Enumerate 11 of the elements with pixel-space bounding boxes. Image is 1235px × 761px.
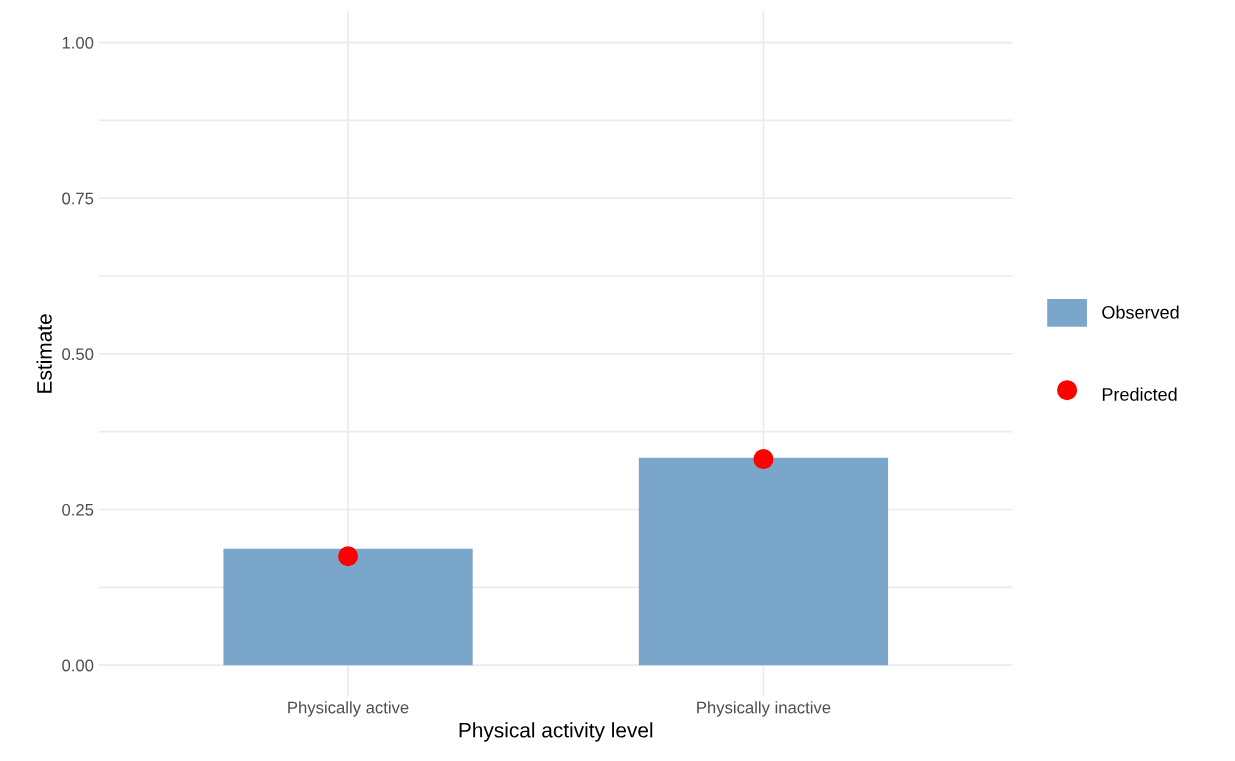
y-tick-label: 1.00 xyxy=(62,36,94,49)
legend-label: Predicted xyxy=(1102,387,1177,401)
x-tick-label: Physically active xyxy=(288,701,409,717)
y-tick-label: 0.00 xyxy=(62,659,94,672)
x-axis-title: Physical activity level xyxy=(459,722,653,742)
y-axis-title: Estimate xyxy=(36,314,52,393)
x-tick-label: Physically inactive xyxy=(697,701,831,717)
y-tick-label: 0.25 xyxy=(62,503,94,516)
y-tick-label: 0.50 xyxy=(62,348,94,361)
y-tick-label: 0.75 xyxy=(62,192,94,205)
legend-label: Observed xyxy=(1102,305,1179,319)
